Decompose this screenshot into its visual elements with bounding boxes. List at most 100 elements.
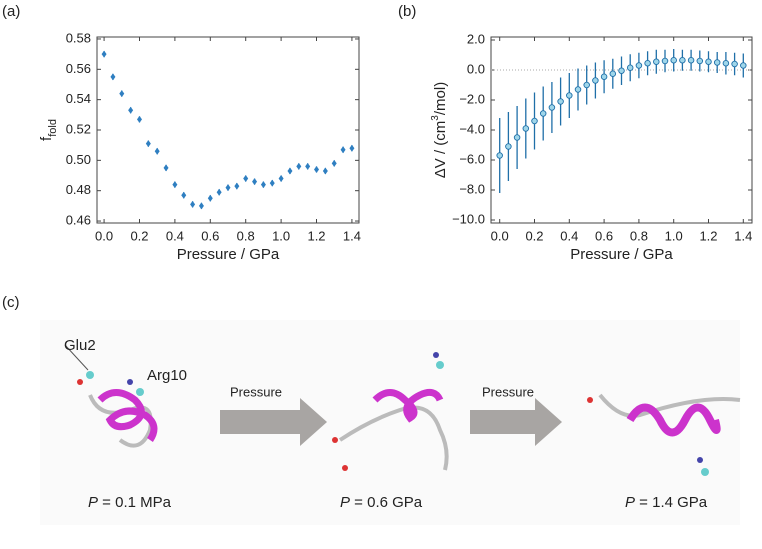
x-tick-label: 1.0 bbox=[272, 228, 290, 243]
y-tick-label: −10.0 bbox=[452, 211, 485, 226]
x-tick-label: 0.6 bbox=[595, 228, 613, 243]
background bbox=[40, 320, 740, 525]
marker bbox=[305, 162, 311, 170]
state-value: = 0.6 GPa bbox=[350, 494, 423, 511]
atom bbox=[342, 465, 348, 471]
x-tick-label: 1.2 bbox=[699, 228, 717, 243]
diagram: Glu2 Arg10 Pressure Pressure P = 0.1 MPa… bbox=[40, 320, 741, 525]
y-axis-title-part: f bbox=[38, 136, 55, 141]
marker bbox=[566, 92, 573, 99]
marker bbox=[635, 62, 643, 69]
x-tick-label: 1.4 bbox=[343, 228, 361, 243]
x-tick-label: 0.0 bbox=[491, 228, 509, 243]
marker bbox=[225, 184, 231, 192]
arrow-label: Pressure bbox=[230, 384, 282, 399]
marker bbox=[260, 181, 266, 189]
atom bbox=[433, 352, 439, 358]
y-axis-title: ffold bbox=[38, 119, 59, 141]
marker bbox=[331, 159, 337, 167]
marker bbox=[548, 104, 556, 111]
atom bbox=[701, 468, 709, 476]
helix bbox=[626, 403, 721, 437]
marker bbox=[687, 57, 695, 64]
y-axis-title-part: /mol) bbox=[432, 82, 449, 115]
x-tick-label: 0.2 bbox=[130, 228, 148, 243]
marker bbox=[592, 77, 599, 84]
marker bbox=[243, 175, 249, 183]
atom bbox=[127, 379, 133, 385]
marker bbox=[181, 191, 187, 199]
marker bbox=[172, 181, 178, 189]
marker bbox=[234, 182, 240, 190]
state-label: P = 1.4 GPa bbox=[625, 494, 708, 511]
marker bbox=[713, 59, 721, 66]
x-tick-label: 0.8 bbox=[237, 228, 255, 243]
panel-label: (c) bbox=[2, 294, 20, 311]
state-value: = 0.1 MPa bbox=[98, 494, 172, 511]
x-tick-label: 0.4 bbox=[166, 228, 184, 243]
backbone bbox=[338, 405, 449, 471]
y-axis-title-part: 3 bbox=[430, 115, 441, 121]
x-axis-title: Pressure / GPa bbox=[177, 246, 280, 263]
symbol: P bbox=[340, 494, 350, 511]
marker bbox=[349, 144, 355, 152]
residue-label: Glu2 bbox=[64, 337, 96, 354]
marker bbox=[522, 125, 530, 132]
marker bbox=[539, 110, 547, 117]
plot-frame bbox=[96, 36, 360, 224]
marker bbox=[296, 162, 302, 170]
marker bbox=[198, 202, 204, 210]
marker bbox=[513, 134, 521, 141]
y-tick-label: −8.0 bbox=[459, 181, 485, 196]
marker bbox=[314, 165, 320, 173]
marker bbox=[128, 106, 134, 114]
marker bbox=[609, 70, 617, 77]
marker bbox=[252, 178, 258, 186]
arrow bbox=[220, 398, 327, 446]
atom bbox=[587, 397, 593, 403]
y-tick-label: 0.52 bbox=[66, 121, 91, 136]
y-axis-title-part: ΔV / (cm bbox=[432, 121, 449, 179]
marker bbox=[696, 57, 704, 65]
marker bbox=[626, 64, 634, 71]
marker bbox=[653, 58, 660, 66]
marker bbox=[644, 60, 651, 67]
y-tick-label: 0.54 bbox=[66, 91, 91, 106]
marker bbox=[216, 188, 222, 196]
marker bbox=[583, 81, 590, 89]
y-tick-label: −2.0 bbox=[459, 91, 485, 106]
marker bbox=[670, 57, 677, 64]
y-axis-title-part: fold bbox=[47, 119, 59, 137]
marker bbox=[136, 115, 142, 123]
x-tick-label: 0.2 bbox=[525, 228, 543, 243]
symbol: P bbox=[625, 494, 635, 511]
marker bbox=[119, 90, 125, 98]
arrow-label: Pressure bbox=[482, 384, 534, 399]
y-tick-label: 0.58 bbox=[66, 30, 91, 45]
marker bbox=[278, 175, 284, 183]
marker bbox=[101, 50, 107, 58]
marker bbox=[531, 117, 538, 125]
state-value: = 1.4 GPa bbox=[635, 494, 708, 511]
atom bbox=[697, 457, 703, 463]
state-label: P = 0.6 GPa bbox=[340, 494, 423, 511]
y-tick-label: 2.0 bbox=[467, 31, 485, 46]
x-tick-label: 1.4 bbox=[734, 228, 752, 243]
marker bbox=[740, 62, 747, 69]
x-tick-label: 1.0 bbox=[665, 228, 683, 243]
y-tick-label: −6.0 bbox=[459, 151, 485, 166]
arrow bbox=[470, 398, 562, 446]
panel-label: (a) bbox=[2, 3, 20, 20]
y-tick-label: 0.50 bbox=[66, 152, 91, 167]
y-tick-label: −4.0 bbox=[459, 121, 485, 136]
y-tick-label: 0.48 bbox=[66, 182, 91, 197]
y-tick-label: 0.0 bbox=[467, 61, 485, 76]
marker bbox=[340, 146, 346, 154]
marker bbox=[574, 86, 582, 93]
pointer bbox=[64, 344, 89, 371]
marker bbox=[110, 73, 116, 81]
x-axis-title: Pressure / GPa bbox=[570, 246, 673, 263]
y-tick-label: 0.46 bbox=[66, 212, 91, 227]
panel-label: (b) bbox=[398, 3, 416, 20]
backbone bbox=[88, 394, 153, 448]
